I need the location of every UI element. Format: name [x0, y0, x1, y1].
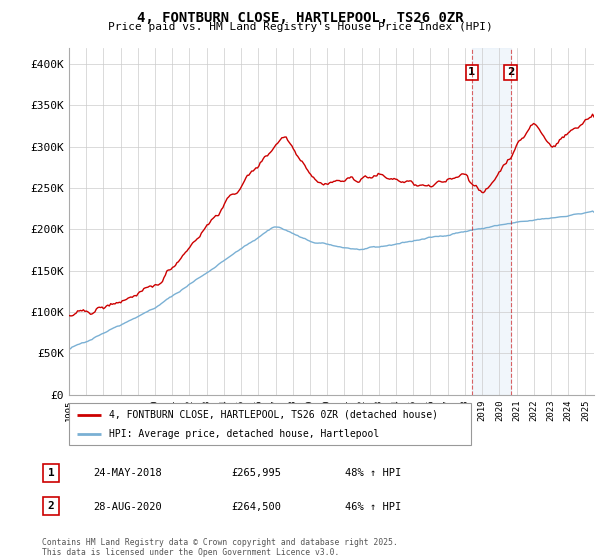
FancyBboxPatch shape	[69, 403, 471, 445]
Text: 48% ↑ HPI: 48% ↑ HPI	[345, 468, 401, 478]
Text: £265,995: £265,995	[231, 468, 281, 478]
FancyBboxPatch shape	[43, 464, 59, 482]
Text: 46% ↑ HPI: 46% ↑ HPI	[345, 502, 401, 512]
Text: 4, FONTBURN CLOSE, HARTLEPOOL, TS26 0ZR: 4, FONTBURN CLOSE, HARTLEPOOL, TS26 0ZR	[137, 11, 463, 25]
Text: 4, FONTBURN CLOSE, HARTLEPOOL, TS26 0ZR (detached house): 4, FONTBURN CLOSE, HARTLEPOOL, TS26 0ZR …	[109, 409, 438, 419]
Text: Price paid vs. HM Land Registry's House Price Index (HPI): Price paid vs. HM Land Registry's House …	[107, 22, 493, 32]
Text: HPI: Average price, detached house, Hartlepool: HPI: Average price, detached house, Hart…	[109, 429, 379, 439]
Text: £264,500: £264,500	[231, 502, 281, 512]
FancyBboxPatch shape	[43, 497, 59, 515]
Text: 24-MAY-2018: 24-MAY-2018	[93, 468, 162, 478]
Text: 1: 1	[47, 468, 55, 478]
Text: 2: 2	[47, 501, 55, 511]
Text: 2: 2	[507, 67, 514, 77]
Text: 28-AUG-2020: 28-AUG-2020	[93, 502, 162, 512]
Text: Contains HM Land Registry data © Crown copyright and database right 2025.
This d: Contains HM Land Registry data © Crown c…	[42, 538, 398, 557]
Bar	[472, 48, 511, 395]
Text: 1: 1	[468, 67, 475, 77]
